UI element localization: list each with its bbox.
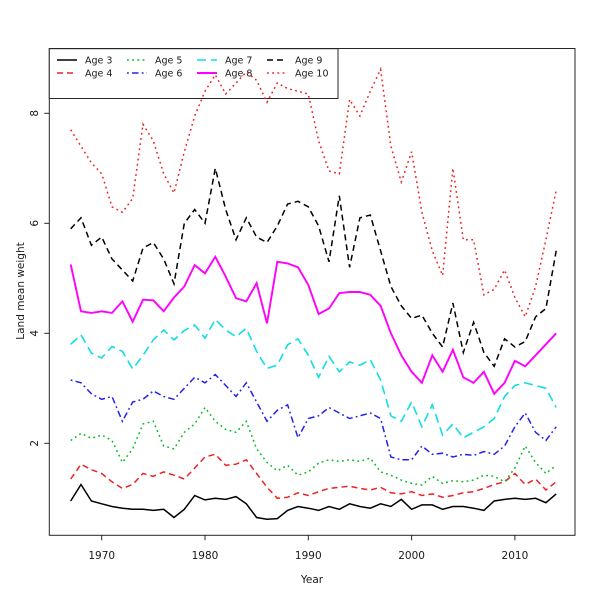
series-line-age-10 [70,66,557,319]
legend-label-age-9: Age 9 [295,56,322,67]
x-tick-label-1980: 1980 [192,550,219,562]
legend-label-age-3: Age 3 [85,56,112,67]
y-tick-label-8: 8 [29,110,41,117]
series-line-age-7 [70,318,557,439]
legend-label-age-7: Age 7 [225,56,252,67]
series-line-age-3 [70,483,557,520]
legend-label-age-6: Age 6 [155,69,182,80]
plot-box [48,48,576,536]
x-tick-label-2000: 2000 [398,550,425,562]
series-line-age-4 [70,453,557,500]
x-tick-label-1990: 1990 [295,550,322,562]
x-axis-title: Year [300,574,324,586]
x-tick-label-2010: 2010 [502,550,529,562]
y-tick-label-2: 2 [29,440,41,447]
x-tick-label-1970: 1970 [88,550,115,562]
legend-label-age-5: Age 5 [155,56,182,67]
series-line-age-8 [69,254,557,396]
y-tick-label-4: 4 [29,330,41,337]
legend-label-age-4: Age 4 [85,69,112,80]
legend-label-age-8: Age 8 [225,69,252,80]
series-line-age-9 [70,168,557,368]
series-line-age-5 [70,406,557,486]
legend-label-age-10: Age 10 [295,69,328,80]
legend-box [48,48,339,99]
y-tick-label-6: 6 [29,220,41,227]
series-line-age-6 [70,373,557,461]
